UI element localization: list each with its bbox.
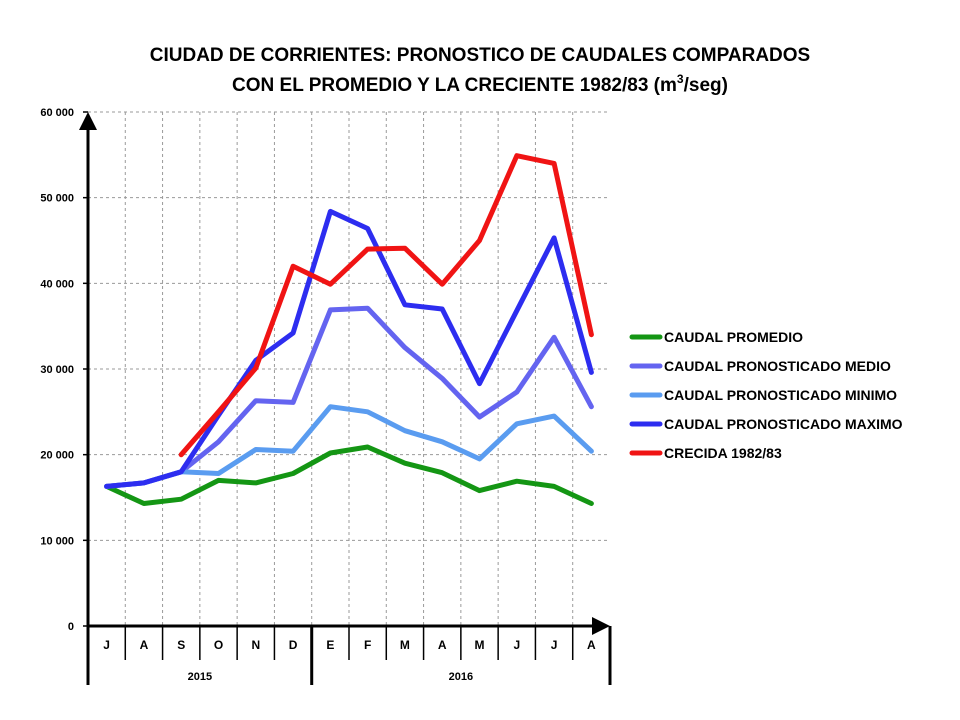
x-tick-label: F — [364, 638, 371, 652]
legend-item: CAUDAL PRONOSTICADO MEDIO — [629, 358, 891, 374]
y-tick-label: 50 000 — [40, 193, 74, 205]
legend-item: CAUDAL PRONOSTICADO MAXIMO — [629, 416, 903, 432]
series-lines — [104, 153, 594, 506]
legend: CAUDAL PROMEDIO CAUDAL PRONOSTICADO MEDIO… — [629, 329, 903, 461]
series-line — [104, 208, 594, 489]
y-tick-label: 40 000 — [40, 278, 74, 290]
y-tick-label: 10 000 — [40, 535, 74, 547]
chart-title-line-2: CON EL PROMEDIO Y LA CRECIENTE 1982/83 (… — [232, 72, 728, 96]
y-tick-label: 60 000 — [40, 107, 74, 119]
x-tick-label: E — [326, 638, 334, 652]
series-line — [104, 404, 594, 489]
chart-title-line-2-end: /seg) — [684, 75, 728, 96]
x-tick-label: M — [400, 638, 410, 652]
legend-label: CRECIDA 1982/83 — [664, 445, 782, 461]
y-tick-label: 30 000 — [40, 364, 74, 376]
legend-label: CAUDAL PRONOSTICADO MEDIO — [664, 358, 891, 374]
grid — [88, 111, 610, 626]
y-tick-label: 20 000 — [40, 450, 74, 462]
x-tick-label: J — [103, 638, 110, 652]
series-line — [104, 444, 594, 506]
x-tick-label: S — [177, 638, 185, 652]
x-axis-arrow-icon — [592, 617, 610, 635]
x-tick-label: O — [214, 638, 223, 652]
x-tick-label: A — [140, 638, 149, 652]
legend-label: CAUDAL PROMEDIO — [664, 329, 803, 345]
chart-title-superscript: 3 — [677, 72, 684, 86]
legend-item: CRECIDA 1982/83 — [629, 445, 782, 461]
legend-label: CAUDAL PRONOSTICADO MINIMO — [664, 387, 897, 403]
year-label: 2015 — [188, 671, 212, 683]
legend-item: CAUDAL PROMEDIO — [629, 329, 803, 345]
year-label: 2016 — [449, 671, 473, 683]
x-tick-label: N — [251, 638, 260, 652]
axes — [79, 111, 612, 685]
chart-title-line-1: CIUDAD DE CORRIENTES: PRONOSTICO DE CAUD… — [150, 45, 810, 66]
x-tick-label: M — [475, 638, 485, 652]
axis-labels: 0 10 000 20 000 30 000 40 000 50 000 60 000 J A S… — [40, 107, 596, 683]
y-axis-arrow-icon — [79, 112, 97, 130]
series-line — [178, 153, 594, 458]
legend-item: CAUDAL PRONOSTICADO MINIMO — [629, 387, 897, 403]
x-tick-label: D — [289, 638, 298, 652]
x-tick-label: J — [551, 638, 558, 652]
x-tick-label: A — [587, 638, 596, 652]
x-tick-label: A — [438, 638, 447, 652]
chart-title-line-2-main: CON EL PROMEDIO Y LA CRECIENTE 1982/83 (… — [232, 75, 677, 96]
x-tick-label: J — [513, 638, 520, 652]
legend-label: CAUDAL PRONOSTICADO MAXIMO — [664, 416, 903, 432]
y-tick-label: 0 — [68, 621, 74, 633]
